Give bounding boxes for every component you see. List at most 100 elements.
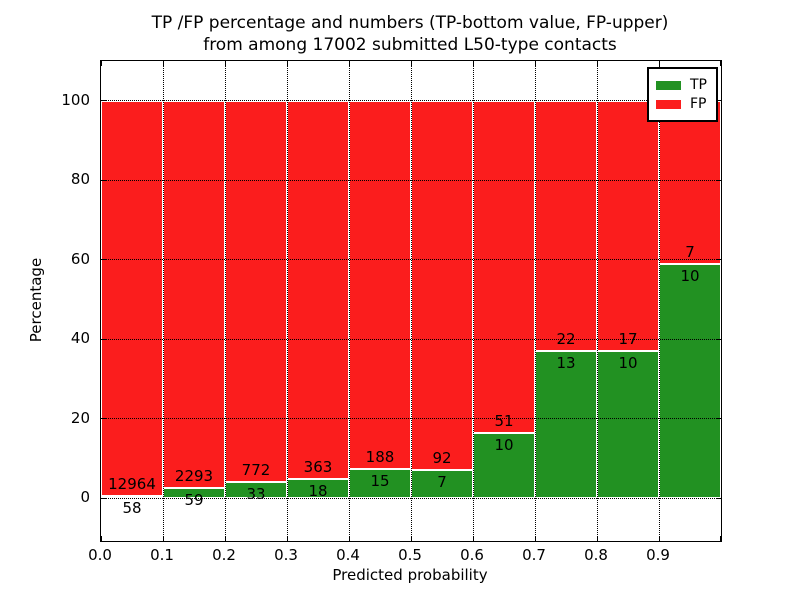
y-tick-mark	[716, 418, 721, 420]
y-tick-mark	[716, 338, 721, 340]
x-tick-mark	[597, 61, 598, 66]
vertical-gridline	[410, 61, 412, 541]
x-tick-mark	[597, 536, 598, 541]
y-tick-mark	[716, 497, 721, 499]
tp-count-label: 33	[246, 484, 266, 503]
x-tick-mark	[287, 61, 288, 66]
y-tick-mark	[101, 100, 106, 102]
horizontal-gridline	[101, 338, 721, 340]
x-tick-mark	[101, 61, 102, 66]
fp-count-label: 772	[241, 460, 271, 479]
y-tick-mark	[101, 179, 106, 181]
tp-legend-label: TP	[690, 77, 707, 93]
fp-bar-segment	[163, 100, 225, 489]
vertical-gridline	[658, 61, 660, 541]
x-axis-label: Predicted probability	[332, 566, 488, 584]
fp-bar-segment	[535, 100, 597, 351]
y-tick-mark	[716, 179, 721, 181]
vertical-gridline	[472, 61, 474, 541]
tp-count-label: 15	[370, 471, 390, 490]
fp-bar-segment	[225, 100, 287, 482]
y-tick-label: 60	[70, 249, 90, 268]
y-tick-mark	[101, 338, 106, 340]
vertical-gridline	[286, 61, 288, 541]
tp-bar-segment	[349, 468, 411, 499]
fp-count-label: 12964	[108, 475, 156, 494]
vertical-gridline	[596, 61, 598, 541]
x-tick-mark	[411, 536, 412, 541]
y-axis-label: Percentage	[27, 257, 45, 343]
tp-bar-segment	[473, 432, 535, 499]
tp-bar-segment	[659, 264, 721, 499]
fp-count-label: 51	[494, 411, 514, 430]
fp-bar-segment	[473, 100, 535, 433]
x-tick-mark	[659, 61, 660, 66]
x-tick-label: 0.3	[274, 546, 298, 564]
x-tick-mark	[101, 536, 102, 541]
y-tick-label: 0	[80, 488, 90, 507]
x-tick-label: 0.0	[88, 546, 112, 564]
fp-count-label: 17	[618, 329, 638, 348]
tp-count-label: 59	[184, 491, 204, 510]
y-tick-label: 40	[70, 329, 90, 348]
tp-count-label: 13	[556, 353, 576, 372]
x-tick-mark	[225, 536, 226, 541]
fp-legend-swatch	[656, 99, 681, 109]
tp-count-label: 10	[494, 435, 514, 454]
x-tick-mark	[535, 536, 536, 541]
x-tick-mark	[349, 61, 350, 66]
fp-count-label: 22	[556, 329, 576, 348]
tp-count-label: 10	[680, 267, 700, 286]
x-tick-mark	[535, 61, 536, 66]
fp-bar-segment	[659, 100, 721, 265]
tp-bar-segment	[597, 350, 659, 499]
fp-count-label: 7	[685, 243, 695, 262]
vertical-gridline	[162, 61, 164, 541]
x-tick-label: 0.2	[212, 546, 236, 564]
tp-bar-segment	[535, 350, 597, 499]
legend-row-tp: TP	[656, 77, 707, 93]
tp-count-label: 7	[437, 472, 447, 491]
fp-count-label: 2293	[174, 467, 214, 486]
x-tick-mark	[411, 61, 412, 66]
y-tick-mark	[716, 100, 721, 102]
x-tick-label: 0.8	[584, 546, 608, 564]
x-tick-mark	[720, 61, 721, 66]
vertical-gridline	[348, 61, 350, 541]
y-tick-label: 100	[61, 90, 90, 109]
vertical-gridline	[224, 61, 226, 541]
chart-title-line1: TP /FP percentage and numbers (TP-bottom…	[151, 13, 669, 33]
horizontal-gridline	[101, 259, 721, 261]
fp-bar-segment	[287, 100, 349, 480]
x-tick-label: 0.5	[398, 546, 422, 564]
plot-area: 12964 58 2293 59 772 33 363 18 188 15 92 7 51 10 22 13 1…	[100, 60, 722, 542]
fp-bar-segment	[349, 100, 411, 469]
horizontal-gridline	[101, 179, 721, 181]
x-tick-label: 0.7	[522, 546, 546, 564]
fp-count-label: 363	[303, 458, 333, 477]
fp-bar-segment	[597, 100, 659, 351]
x-tick-label: 0.9	[646, 546, 670, 564]
legend: TP FP	[647, 67, 718, 122]
fp-bar-segment	[411, 100, 473, 470]
x-tick-label: 0.4	[336, 546, 360, 564]
vertical-gridline	[534, 61, 536, 541]
tp-legend-swatch	[656, 80, 681, 90]
legend-row-fp: FP	[656, 96, 707, 112]
y-tick-mark	[101, 497, 106, 499]
y-tick-label: 20	[70, 408, 90, 427]
y-tick-mark	[716, 259, 721, 261]
x-tick-label: 0.1	[150, 546, 174, 564]
x-tick-mark	[163, 61, 164, 66]
horizontal-gridline	[101, 497, 721, 499]
y-tick-mark	[101, 259, 106, 261]
x-tick-mark	[659, 536, 660, 541]
fp-count-label: 92	[432, 448, 452, 467]
fp-bar-segment	[101, 100, 163, 497]
fp-count-label: 188	[365, 447, 395, 466]
tp-count-label: 58	[122, 499, 142, 518]
x-tick-mark	[473, 536, 474, 541]
x-tick-mark	[349, 536, 350, 541]
tp-count-label: 10	[618, 353, 638, 372]
